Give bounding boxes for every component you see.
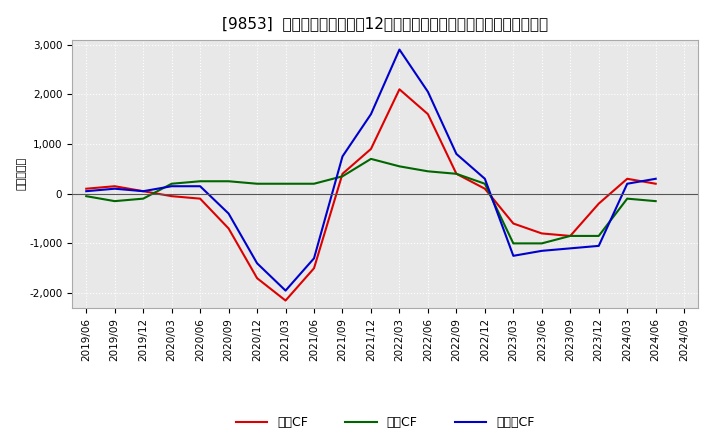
営業CF: [452, 171, 461, 176]
営業CF: [310, 266, 318, 271]
営業CF: [196, 196, 204, 201]
投資CF: [139, 196, 148, 201]
投資CF: [480, 181, 489, 187]
Y-axis label: （百万円）: （百万円）: [17, 157, 26, 191]
投資CF: [366, 156, 375, 161]
営業CF: [225, 226, 233, 231]
投資CF: [623, 196, 631, 201]
営業CF: [623, 176, 631, 181]
Legend: 営業CF, 投資CF, フリーCF: 営業CF, 投資CF, フリーCF: [235, 416, 535, 429]
営業CF: [366, 147, 375, 152]
投資CF: [225, 179, 233, 184]
営業CF: [167, 194, 176, 199]
投資CF: [537, 241, 546, 246]
投資CF: [395, 164, 404, 169]
営業CF: [139, 189, 148, 194]
フリーCF: [537, 248, 546, 253]
フリーCF: [253, 260, 261, 266]
営業CF: [480, 186, 489, 191]
営業CF: [652, 181, 660, 187]
営業CF: [338, 171, 347, 176]
投資CF: [82, 194, 91, 199]
フリーCF: [225, 211, 233, 216]
フリーCF: [423, 89, 432, 95]
投資CF: [310, 181, 318, 187]
フリーCF: [509, 253, 518, 258]
フリーCF: [139, 189, 148, 194]
フリーCF: [395, 47, 404, 52]
営業CF: [509, 221, 518, 226]
投資CF: [110, 198, 119, 204]
フリーCF: [366, 111, 375, 117]
フリーCF: [338, 154, 347, 159]
Line: フリーCF: フリーCF: [86, 50, 656, 290]
営業CF: [595, 201, 603, 206]
投資CF: [423, 169, 432, 174]
投資CF: [509, 241, 518, 246]
営業CF: [282, 298, 290, 303]
営業CF: [110, 183, 119, 189]
営業CF: [395, 87, 404, 92]
営業CF: [253, 275, 261, 281]
投資CF: [595, 233, 603, 238]
投資CF: [452, 171, 461, 176]
フリーCF: [310, 256, 318, 261]
投資CF: [338, 174, 347, 179]
フリーCF: [452, 151, 461, 157]
Title: [9853]  キャッシュフローの12か月移動合計の対前年同期増減額の推移: [9853] キャッシュフローの12か月移動合計の対前年同期増減額の推移: [222, 16, 548, 32]
フリーCF: [623, 181, 631, 187]
営業CF: [537, 231, 546, 236]
営業CF: [82, 186, 91, 191]
投資CF: [196, 179, 204, 184]
Line: 投資CF: 投資CF: [86, 159, 656, 243]
フリーCF: [196, 183, 204, 189]
投資CF: [167, 181, 176, 187]
フリーCF: [110, 186, 119, 191]
投資CF: [652, 198, 660, 204]
投資CF: [282, 181, 290, 187]
営業CF: [423, 111, 432, 117]
フリーCF: [652, 176, 660, 181]
フリーCF: [595, 243, 603, 249]
投資CF: [566, 233, 575, 238]
フリーCF: [167, 183, 176, 189]
営業CF: [566, 233, 575, 238]
Line: 営業CF: 営業CF: [86, 89, 656, 301]
フリーCF: [480, 176, 489, 181]
フリーCF: [566, 246, 575, 251]
フリーCF: [282, 288, 290, 293]
投資CF: [253, 181, 261, 187]
フリーCF: [82, 189, 91, 194]
